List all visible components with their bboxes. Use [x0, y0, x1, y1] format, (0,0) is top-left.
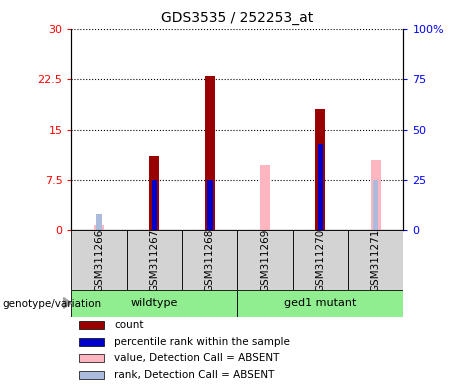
Polygon shape: [64, 298, 71, 308]
Text: ged1 mutant: ged1 mutant: [284, 298, 356, 308]
Bar: [152, 180, 157, 230]
Bar: [237, 230, 293, 290]
Text: GSM311267: GSM311267: [149, 228, 160, 292]
Bar: [260, 164, 270, 230]
Bar: [71, 230, 127, 290]
Text: rank, Detection Call = ABSENT: rank, Detection Call = ABSENT: [114, 370, 274, 380]
Bar: [373, 180, 378, 230]
Bar: [348, 230, 403, 290]
Bar: [182, 230, 237, 290]
Bar: [127, 230, 182, 290]
Bar: [293, 230, 348, 290]
Text: GSM311270: GSM311270: [315, 228, 325, 292]
Text: percentile rank within the sample: percentile rank within the sample: [114, 337, 290, 347]
Bar: [315, 109, 325, 230]
Bar: [79, 354, 104, 362]
Text: GSM311268: GSM311268: [205, 228, 215, 292]
Bar: [79, 338, 104, 346]
Text: GSM311266: GSM311266: [94, 228, 104, 292]
Bar: [79, 371, 104, 379]
Text: GSM311269: GSM311269: [260, 228, 270, 292]
Bar: [149, 157, 160, 230]
Text: value, Detection Call = ABSENT: value, Detection Call = ABSENT: [114, 353, 279, 364]
Text: wildtype: wildtype: [131, 298, 178, 308]
Bar: [71, 290, 237, 317]
Title: GDS3535 / 252253_at: GDS3535 / 252253_at: [161, 11, 313, 25]
Text: count: count: [114, 320, 143, 330]
Text: genotype/variation: genotype/variation: [2, 299, 101, 309]
Bar: [79, 321, 104, 329]
Bar: [318, 144, 323, 230]
Text: GSM311271: GSM311271: [371, 228, 381, 292]
Bar: [96, 214, 102, 230]
Bar: [205, 76, 215, 230]
Bar: [371, 160, 381, 230]
Bar: [94, 225, 104, 230]
Bar: [207, 180, 213, 230]
Bar: [237, 290, 403, 317]
